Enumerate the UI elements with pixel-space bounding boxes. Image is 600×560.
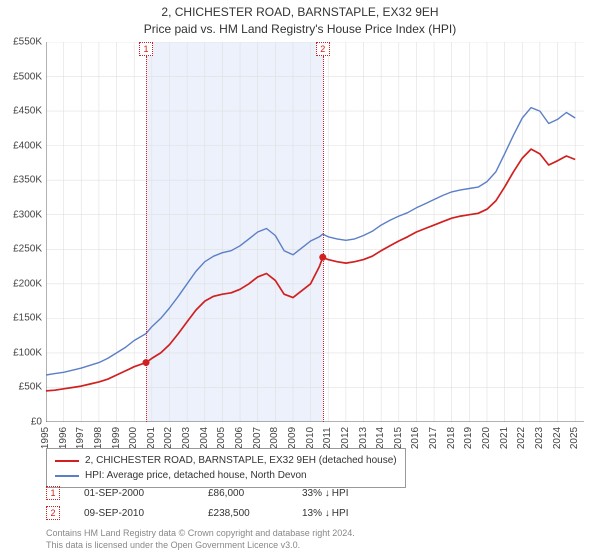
title-subtitle: Price paid vs. HM Land Registry's House …	[0, 21, 600, 38]
sale-marker-2: 2	[46, 506, 60, 520]
y-tick-label: £500K	[13, 71, 42, 82]
sale-price-1: £86,000	[208, 488, 278, 499]
x-tick-label: 1996	[58, 427, 69, 449]
x-tick-label: 2002	[163, 427, 174, 449]
x-tick-label: 2009	[287, 427, 298, 449]
x-tick-label: 2005	[216, 427, 227, 449]
x-tick-label: 2010	[305, 427, 316, 449]
x-tick-label: 2024	[552, 427, 563, 449]
x-tick-label: 2023	[534, 427, 545, 449]
title-address: 2, CHICHESTER ROAD, BARNSTAPLE, EX32 9EH	[0, 4, 600, 21]
y-tick-label: £400K	[13, 140, 42, 151]
x-tick-label: 2021	[499, 427, 510, 449]
x-tick-label: 2003	[181, 427, 192, 449]
y-tick-label: £150K	[13, 313, 42, 324]
sale-delta-2: 13% HPI	[302, 508, 382, 519]
footer-line1: Contains HM Land Registry data © Crown c…	[46, 528, 355, 540]
legend-label-property: 2, CHICHESTER ROAD, BARNSTAPLE, EX32 9EH…	[85, 453, 397, 468]
title-block: 2, CHICHESTER ROAD, BARNSTAPLE, EX32 9EH…	[0, 0, 600, 38]
x-tick-label: 2007	[252, 427, 263, 449]
y-tick-label: £200K	[13, 278, 42, 289]
y-tick-label: £450K	[13, 106, 42, 117]
chart-plot-area: £0£50K£100K£150K£200K£250K£300K£350K£400…	[46, 42, 584, 422]
footer: Contains HM Land Registry data © Crown c…	[46, 528, 355, 551]
y-tick-label: £350K	[13, 175, 42, 186]
y-tick-label: £0	[31, 417, 42, 428]
chart-svg	[46, 42, 584, 422]
x-tick-label: 1999	[111, 427, 122, 449]
x-tick-label: 2022	[516, 427, 527, 449]
x-tick-label: 2017	[428, 427, 439, 449]
y-tick-label: £550K	[13, 37, 42, 48]
x-tick-label: 2011	[322, 427, 333, 449]
sale-marker-1: 1	[46, 486, 60, 500]
x-tick-label: 2019	[463, 427, 474, 449]
y-tick-label: £300K	[13, 209, 42, 220]
x-tick-label: 2000	[128, 427, 139, 449]
x-tick-label: 2016	[410, 427, 421, 449]
sale-date-1: 01-SEP-2000	[84, 488, 184, 499]
sale-price-2: £238,500	[208, 508, 278, 519]
x-tick-label: 1997	[75, 427, 86, 449]
sale-marker-vline	[146, 56, 147, 422]
legend-label-hpi: HPI: Average price, detached house, Nort…	[85, 468, 307, 483]
sales-block: 1 01-SEP-2000 £86,000 33% HPI 2 09-SEP-2…	[46, 486, 382, 526]
x-tick-label: 2012	[340, 427, 351, 449]
x-tick-label: 2025	[569, 427, 580, 449]
y-tick-label: £50K	[19, 382, 42, 393]
sale-marker-box: 1	[139, 42, 153, 56]
sale-date-2: 09-SEP-2010	[84, 508, 184, 519]
sale-marker-box: 2	[316, 42, 330, 56]
x-tick-label: 2004	[199, 427, 210, 449]
sale-row: 2 09-SEP-2010 £238,500 13% HPI	[46, 506, 382, 520]
x-tick-label: 2015	[393, 427, 404, 449]
x-tick-label: 2006	[234, 427, 245, 449]
x-tick-label: 2008	[269, 427, 280, 449]
y-tick-label: £100K	[13, 347, 42, 358]
sale-delta-1: 33% HPI	[302, 488, 382, 499]
x-tick-label: 2001	[146, 427, 157, 449]
x-tick-label: 1998	[93, 427, 104, 449]
legend-item-property: 2, CHICHESTER ROAD, BARNSTAPLE, EX32 9EH…	[55, 453, 397, 468]
x-tick-label: 2020	[481, 427, 492, 449]
chart-container: 2, CHICHESTER ROAD, BARNSTAPLE, EX32 9EH…	[0, 0, 600, 560]
x-tick-label: 2013	[358, 427, 369, 449]
footer-line2: This data is licensed under the Open Gov…	[46, 540, 355, 552]
sale-marker-vline	[323, 56, 324, 422]
sale-row: 1 01-SEP-2000 £86,000 33% HPI	[46, 486, 382, 500]
legend-swatch-property	[55, 460, 79, 462]
x-tick-label: 1995	[40, 427, 51, 449]
legend-swatch-hpi	[55, 475, 79, 477]
y-tick-label: £250K	[13, 244, 42, 255]
x-tick-label: 2014	[375, 427, 386, 449]
x-tick-label: 2018	[446, 427, 457, 449]
legend-item-hpi: HPI: Average price, detached house, Nort…	[55, 468, 397, 483]
legend: 2, CHICHESTER ROAD, BARNSTAPLE, EX32 9EH…	[46, 448, 406, 488]
